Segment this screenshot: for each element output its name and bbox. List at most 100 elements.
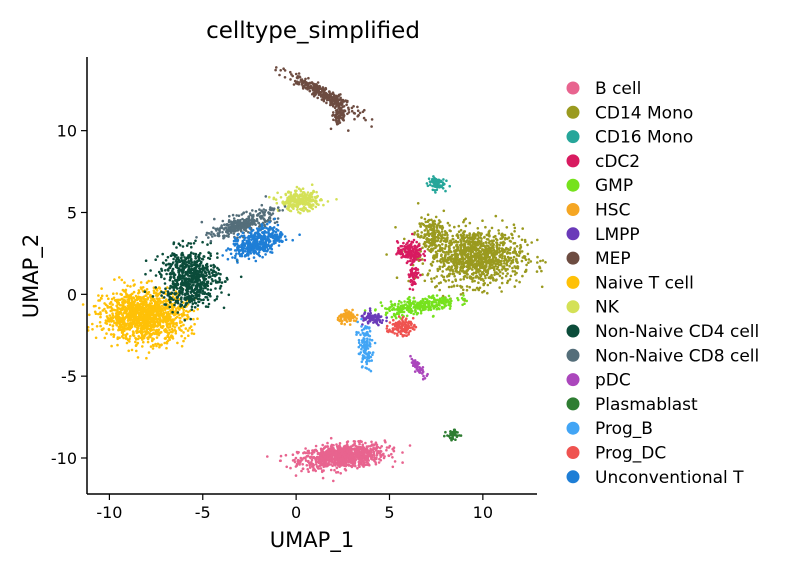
data-point	[179, 316, 182, 320]
data-point	[474, 243, 477, 246]
data-point	[384, 313, 388, 317]
data-point	[346, 112, 349, 116]
data-point	[112, 333, 115, 336]
data-point	[495, 244, 499, 247]
data-point	[136, 356, 140, 359]
data-point	[440, 299, 444, 302]
data-point	[430, 218, 433, 222]
data-point	[499, 254, 502, 257]
data-point	[147, 290, 151, 294]
data-point	[411, 273, 415, 276]
data-point	[122, 333, 125, 336]
data-point	[176, 341, 179, 345]
data-point	[172, 318, 175, 322]
data-point	[459, 246, 463, 250]
data-point	[396, 305, 400, 308]
data-point	[306, 454, 310, 458]
data-point	[424, 297, 427, 301]
data-point	[439, 240, 442, 243]
data-point	[415, 251, 419, 254]
data-point	[356, 109, 360, 112]
data-point	[332, 479, 335, 483]
data-point	[503, 238, 507, 241]
data-point	[297, 210, 300, 214]
data-point	[434, 215, 438, 219]
data-point	[428, 296, 431, 299]
data-point	[383, 455, 386, 458]
data-point	[541, 259, 545, 262]
data-point	[321, 89, 324, 93]
data-point	[356, 466, 359, 470]
data-point	[478, 246, 482, 249]
data-point	[299, 201, 303, 204]
data-point	[365, 445, 369, 448]
data-point	[99, 311, 102, 314]
data-point	[498, 274, 502, 278]
data-point	[151, 343, 155, 347]
data-point	[475, 262, 479, 266]
data-point	[420, 222, 424, 225]
data-point	[322, 463, 325, 467]
data-point	[104, 310, 107, 313]
data-point	[347, 129, 350, 132]
data-point	[347, 317, 351, 321]
data-point	[146, 307, 150, 311]
data-point	[489, 246, 493, 250]
data-point	[435, 226, 439, 230]
data-point	[103, 307, 106, 311]
data-point	[412, 256, 416, 259]
data-point	[408, 304, 412, 307]
data-point	[468, 241, 471, 244]
data-point	[299, 189, 303, 193]
data-point	[444, 238, 448, 242]
data-point	[464, 250, 467, 253]
data-point	[334, 114, 337, 117]
data-point	[396, 241, 400, 244]
data-point	[283, 76, 287, 79]
data-point	[370, 440, 373, 444]
data-point	[137, 311, 140, 315]
data-point	[471, 247, 475, 251]
data-point	[426, 219, 430, 223]
data-point	[151, 347, 155, 350]
data-point	[300, 78, 304, 81]
data-point	[337, 462, 341, 466]
data-point	[452, 284, 456, 288]
data-point	[444, 244, 448, 248]
data-point	[417, 254, 421, 257]
data-point	[139, 327, 143, 331]
data-point	[455, 243, 459, 246]
data-point	[442, 275, 446, 279]
data-point	[297, 72, 301, 75]
data-point	[424, 220, 428, 224]
data-point	[478, 254, 481, 258]
data-point	[150, 328, 154, 332]
data-point	[494, 258, 498, 261]
data-point	[296, 208, 299, 211]
data-point	[164, 269, 167, 272]
data-point	[422, 223, 426, 227]
data-point	[156, 255, 159, 258]
data-point	[183, 337, 187, 340]
data-point	[165, 341, 169, 345]
data-point	[440, 237, 443, 240]
data-point	[456, 262, 459, 266]
data-point	[483, 260, 486, 264]
data-point	[126, 284, 129, 288]
data-point	[313, 195, 317, 199]
data-point	[445, 179, 448, 182]
data-point	[165, 323, 169, 327]
data-point	[484, 257, 488, 261]
data-point	[352, 319, 356, 322]
data-point	[440, 224, 444, 228]
data-point	[458, 262, 461, 266]
data-point	[314, 463, 318, 466]
data-point	[375, 453, 379, 457]
data-point	[157, 317, 161, 321]
data-point	[167, 310, 170, 314]
data-point	[426, 273, 429, 277]
data-point	[515, 258, 518, 261]
data-point	[422, 304, 425, 308]
data-point	[391, 465, 395, 469]
data-point	[452, 246, 456, 249]
